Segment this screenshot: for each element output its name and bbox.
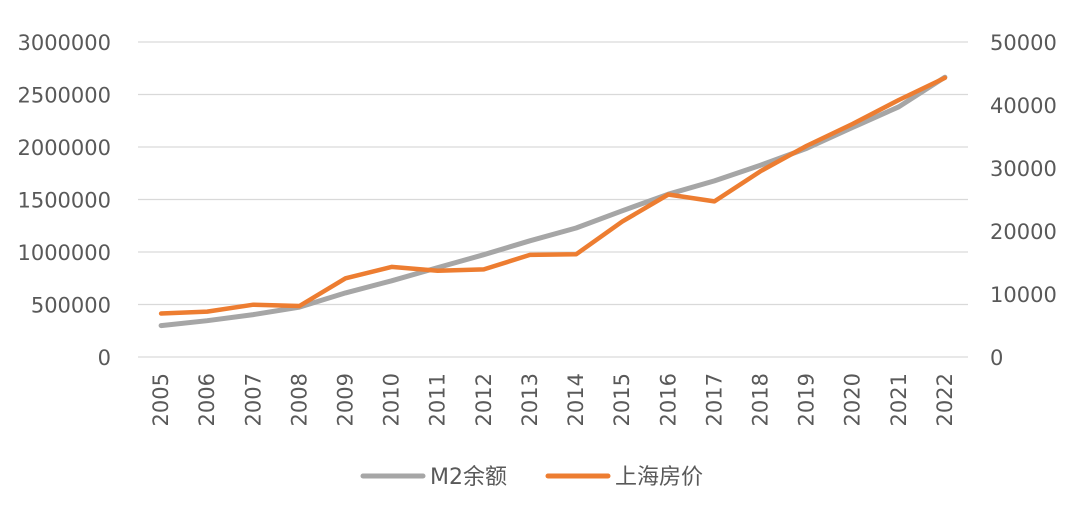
data-point-shanghai-price — [297, 304, 301, 308]
data-point-shanghai-price — [620, 220, 624, 224]
x-tick-label: 2008 — [287, 373, 311, 426]
series-line-shanghai-price — [158, 75, 948, 316]
y-right-tick-label: 20000 — [990, 220, 1057, 244]
series-lines — [158, 74, 948, 329]
data-point-shanghai-price — [851, 122, 855, 126]
data-point-m2 — [482, 253, 486, 257]
data-point-m2 — [159, 324, 163, 328]
data-point-shanghai-price — [482, 267, 486, 271]
data-point-shanghai-price — [759, 169, 762, 173]
x-tick-label: 2013 — [518, 373, 542, 426]
data-point-shanghai-price — [159, 312, 163, 316]
y-right-tick-label: 0 — [990, 346, 1003, 370]
legend-label-shanghai-price: 上海房价 — [615, 465, 703, 490]
x-tick-label: 2015 — [610, 373, 634, 426]
x-tick-label: 2017 — [702, 373, 726, 426]
x-tick-label: 2010 — [380, 373, 404, 426]
data-point-shanghai-price — [390, 265, 394, 269]
x-tick-label: 2012 — [472, 373, 496, 426]
legend-label-m2: M2余额 — [430, 465, 507, 490]
x-tick-label: 2018 — [749, 373, 773, 426]
y-right-tick-label: 30000 — [990, 157, 1057, 181]
right-y-axis: 0 10000 20000 30000 40000 50000 — [990, 31, 1057, 370]
x-tick-label: 2019 — [795, 373, 819, 426]
y-left-tick-label: 2500000 — [17, 84, 111, 108]
data-point-m2 — [390, 279, 394, 283]
y-left-tick-label: 3000000 — [17, 31, 111, 55]
data-point-shanghai-price — [251, 303, 255, 307]
x-tick-label: 2011 — [426, 373, 450, 426]
x-tick-label: 2005 — [149, 373, 173, 426]
x-tick-label: 2006 — [195, 373, 219, 426]
y-left-tick-label: 0 — [98, 346, 111, 370]
gridlines — [138, 41, 968, 358]
x-tick-label: 2009 — [334, 373, 358, 426]
y-right-tick-label: 50000 — [990, 31, 1057, 55]
x-tick-label: 2014 — [564, 373, 588, 426]
series-line-m2 — [158, 74, 948, 329]
data-point-m2 — [574, 226, 578, 230]
data-point-shanghai-price — [344, 276, 347, 280]
data-point-shanghai-price — [436, 269, 440, 273]
data-point-shanghai-price — [712, 199, 716, 203]
data-point-shanghai-price — [943, 76, 947, 80]
x-tick-label: 2016 — [656, 373, 680, 426]
data-point-m2 — [897, 105, 901, 109]
legend: M2余额 上海房价 — [360, 465, 703, 490]
x-axis: 2005 2006 2007 2008 2009 2010 2011 2012 2013 2014… — [149, 373, 957, 426]
y-left-tick-label: 1000000 — [17, 241, 111, 265]
x-tick-label: 2020 — [841, 373, 865, 426]
data-point-m2 — [620, 209, 624, 213]
data-point-m2 — [759, 163, 762, 167]
y-left-tick-label: 1500000 — [17, 189, 111, 213]
x-tick-label: 2007 — [241, 373, 265, 426]
x-tick-label: 2022 — [933, 373, 957, 426]
x-tick-label: 2021 — [887, 373, 911, 426]
data-point-shanghai-price — [805, 144, 809, 148]
data-point-shanghai-price — [528, 253, 532, 257]
left-y-axis: 0 500000 1000000 1500000 2000000 2500000 30000… — [17, 31, 111, 370]
y-left-tick-label: 2000000 — [17, 136, 111, 160]
data-point-m2 — [344, 291, 347, 295]
y-left-tick-label: 500000 — [31, 294, 111, 318]
data-point-m2 — [528, 239, 532, 243]
data-point-m2 — [436, 266, 440, 270]
data-point-m2 — [712, 179, 716, 183]
data-point-m2 — [251, 313, 255, 317]
y-right-tick-label: 40000 — [990, 94, 1057, 118]
data-point-shanghai-price — [574, 252, 578, 256]
data-point-m2 — [205, 319, 209, 323]
data-point-shanghai-price — [666, 192, 670, 196]
data-point-shanghai-price — [897, 98, 901, 102]
y-right-tick-label: 10000 — [990, 283, 1057, 307]
data-point-shanghai-price — [205, 310, 209, 314]
